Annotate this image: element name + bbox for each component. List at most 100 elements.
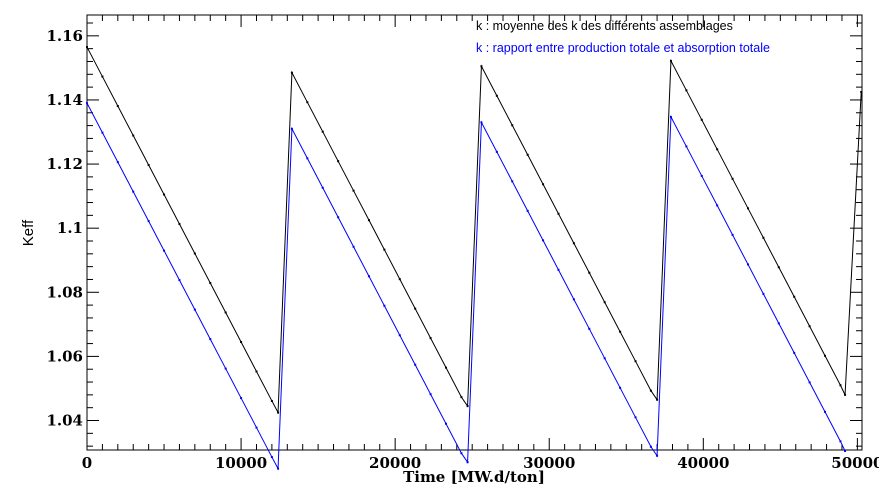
series-1-point — [277, 467, 280, 470]
x-tick-label: 20000 — [369, 454, 421, 472]
series-0-point — [255, 370, 258, 373]
series-0-point — [716, 148, 719, 151]
y-tick-label: 1.14 — [46, 91, 83, 109]
x-tick-label: 0 — [82, 454, 92, 472]
series-1-point — [844, 449, 847, 452]
series-0-point — [132, 134, 135, 137]
series-0-point — [777, 266, 780, 269]
series-1-point — [619, 386, 622, 389]
series-1-point — [777, 322, 780, 325]
series-1-point — [255, 426, 258, 429]
series-1-point — [495, 150, 498, 153]
series-1-point — [306, 157, 309, 160]
series-1-point — [656, 454, 659, 457]
series-0-point — [460, 396, 463, 399]
series-0-point — [839, 384, 842, 387]
series-1-point — [414, 363, 417, 366]
series-0-point — [352, 189, 355, 192]
series-0-point — [542, 183, 545, 186]
series-1-point — [588, 327, 591, 330]
series-1-point — [321, 186, 324, 189]
series-1-point — [178, 279, 181, 282]
series-1-point — [480, 121, 483, 124]
series-0-point — [495, 94, 498, 97]
series-1-point — [466, 461, 469, 464]
series-0-point — [824, 354, 827, 357]
series-1-point — [716, 204, 719, 207]
series-1-point — [398, 334, 401, 337]
series-1-point — [649, 445, 652, 448]
x-tick-label: 30000 — [523, 454, 575, 472]
series-1-point — [352, 245, 355, 248]
series-0-point — [383, 248, 386, 251]
series-1-point — [147, 220, 150, 223]
y-tick-label: 1.04 — [46, 412, 83, 430]
y-tick-label: 1.1 — [57, 219, 83, 237]
series-0-point — [511, 124, 514, 127]
series-1-point — [572, 298, 575, 301]
series-0-point — [321, 130, 324, 133]
series-1-point — [526, 209, 529, 212]
series-line-0 — [86, 46, 862, 415]
series-0-point — [163, 193, 166, 196]
series-0-point — [209, 281, 212, 284]
series-0-point — [277, 411, 280, 414]
series-0-point — [619, 330, 622, 333]
series-0-point — [700, 118, 703, 121]
series-0-point — [193, 252, 196, 255]
y-axis-title: Keff — [20, 219, 37, 246]
series-0-point — [466, 405, 469, 408]
series-0-point — [685, 89, 688, 92]
series-0-point — [572, 242, 575, 245]
series-1-point — [634, 416, 637, 419]
x-tick-label: 40000 — [677, 454, 729, 472]
series-1-point — [669, 115, 672, 118]
series-0-point — [860, 90, 863, 93]
series-0-point — [762, 236, 765, 239]
series-1-point — [86, 102, 88, 105]
series-1-point — [101, 131, 104, 134]
series-1-point — [460, 452, 463, 455]
series-0-point — [656, 398, 659, 401]
series-1-point — [240, 397, 243, 400]
series-0-point — [746, 207, 749, 210]
legend-entry-0: k : moyenne des k des différents assembl… — [476, 19, 733, 33]
series-0-point — [86, 46, 88, 49]
series-0-point — [337, 160, 340, 163]
series-1-point — [163, 249, 166, 252]
series-1-point — [762, 292, 765, 295]
series-0-point — [224, 311, 227, 314]
y-tick-label: 1.08 — [46, 283, 83, 301]
series-1-point — [116, 161, 119, 164]
series-0-point — [414, 307, 417, 310]
series-1-point — [224, 367, 227, 370]
series-1-point — [793, 351, 796, 354]
x-axis-title: Time [MW.d/ton] — [403, 468, 545, 486]
series-0-point — [429, 337, 432, 340]
x-tick-label: 10000 — [215, 454, 267, 472]
series-0-point — [306, 101, 309, 104]
series-layer — [86, 46, 863, 471]
series-1-point — [746, 263, 749, 266]
series-0-point — [116, 105, 119, 108]
y-tick-label: 1.12 — [46, 155, 83, 173]
series-0-point — [444, 366, 447, 369]
series-0-point — [808, 325, 811, 328]
series-0-point — [557, 212, 560, 215]
series-0-point — [398, 278, 401, 281]
legend: k : moyenne des k des différents assembl… — [476, 19, 770, 55]
series-1-point — [383, 304, 386, 307]
series-1-point — [444, 422, 447, 425]
series-1-point — [542, 239, 545, 242]
series-1-point — [429, 393, 432, 396]
plot-frame — [86, 14, 863, 451]
series-1-point — [511, 180, 514, 183]
series-0-point — [603, 301, 606, 304]
series-1-point — [808, 381, 811, 384]
series-0-point — [101, 75, 104, 78]
series-0-point — [480, 65, 483, 68]
series-1-point — [557, 268, 560, 271]
x-axis: 0 10000 20000 30000 40000 50000 — [82, 15, 879, 472]
series-1-point — [367, 275, 370, 278]
series-1-point — [685, 145, 688, 148]
